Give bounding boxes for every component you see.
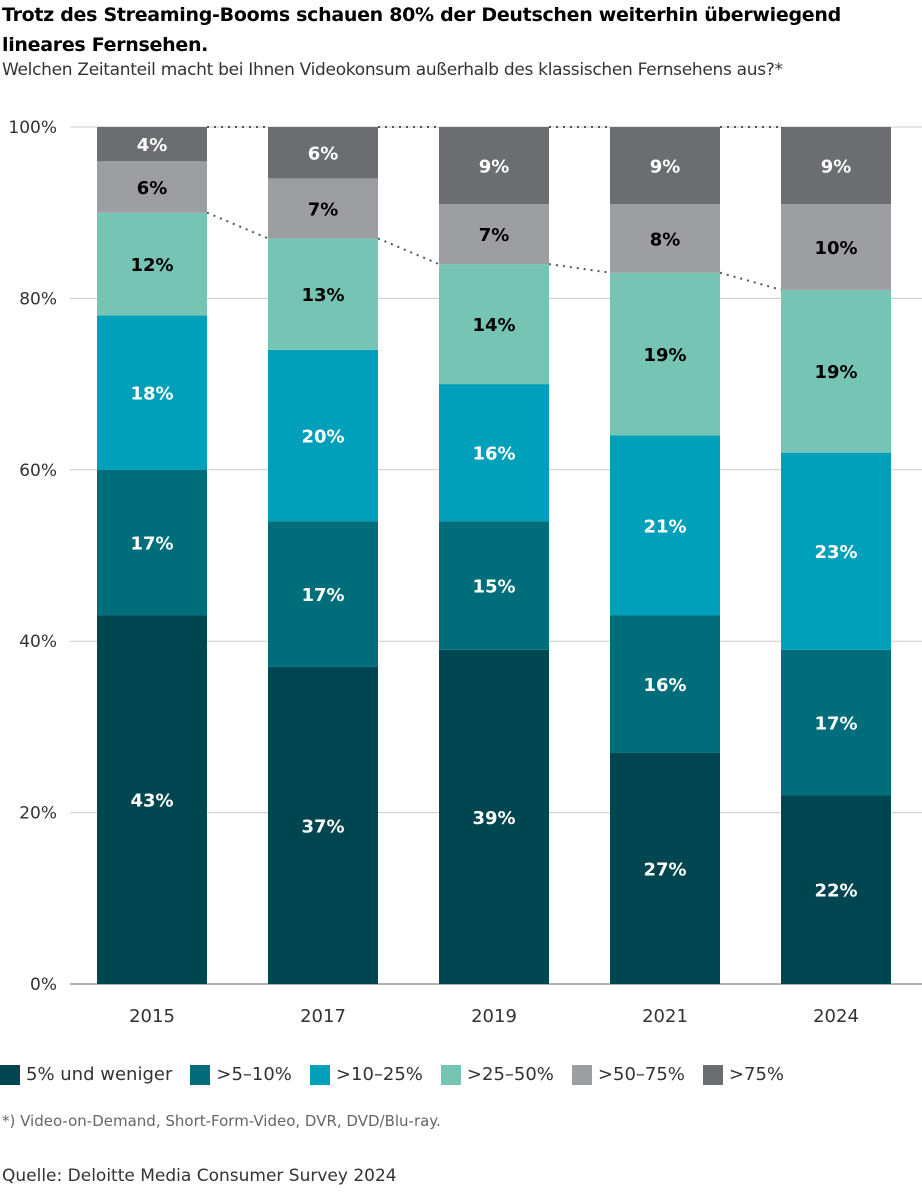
bar-segment (268, 349, 378, 522)
stacked-bar-chart: 0% 20% 40% 60% 80% 100% 43% 17% 18% 12% 6% 4% 2015 37… (8, 118, 922, 1027)
bar-segment (610, 204, 720, 273)
x-tick-label: 2017 (300, 1006, 346, 1027)
legend: 5% und weniger >5–10% >10–25% >25–50% >50–75… (0, 1064, 784, 1085)
data-label: 37% (301, 816, 344, 837)
bar-segment (781, 452, 891, 650)
data-label: 13% (301, 285, 344, 306)
bar-segment (97, 615, 207, 984)
legend-swatch (702, 1064, 723, 1085)
bar-segment (610, 127, 720, 205)
legend-swatch (440, 1064, 461, 1085)
legend-item: >75% (702, 1064, 784, 1085)
bar-segment (97, 315, 207, 470)
data-label: 9% (821, 157, 852, 178)
bar-segment (610, 272, 720, 436)
legend-label: >10–25% (335, 1064, 423, 1085)
y-tick-label: 40% (19, 632, 57, 652)
data-label: 15% (472, 576, 515, 597)
data-label: 16% (643, 675, 686, 696)
data-label: 9% (479, 157, 510, 178)
bar-segment (781, 649, 891, 796)
bar-segment (439, 384, 549, 522)
y-tick-label: 20% (19, 804, 57, 824)
data-label: 22% (814, 881, 857, 902)
x-tick-label: 2024 (813, 1006, 859, 1027)
legend-label: >50–75% (597, 1064, 685, 1085)
bar-segment (268, 238, 378, 350)
data-label: 6% (137, 178, 168, 199)
data-label: 6% (308, 144, 339, 165)
data-label: 7% (479, 225, 510, 246)
legend-item: >10–25% (309, 1064, 423, 1085)
data-label: 19% (643, 345, 686, 366)
bar-segment (439, 204, 549, 265)
legend-swatch (571, 1064, 592, 1085)
legend-item: >5–10% (190, 1064, 292, 1085)
data-label: 4% (137, 135, 168, 156)
bar-segment (781, 289, 891, 453)
chart-subtitle: Welchen Zeitanteil macht bei Ihnen Video… (2, 60, 783, 80)
data-label: 16% (472, 444, 515, 465)
legend-label: 5% und weniger (26, 1064, 173, 1085)
footnote: *) Video-on-Demand, Short-Form-Video, DV… (2, 1112, 441, 1130)
bar-segment (97, 212, 207, 316)
data-label: 39% (472, 808, 515, 829)
legend-label: >5–10% (216, 1064, 292, 1085)
bar-segment (268, 178, 378, 239)
data-label: 17% (301, 585, 344, 606)
data-label: 19% (814, 362, 857, 383)
bar-segment (781, 795, 891, 984)
data-label: 20% (301, 427, 344, 448)
bar-segment (439, 649, 549, 984)
y-tick-label: 100% (8, 118, 57, 138)
data-label: 17% (814, 714, 857, 735)
data-label: 10% (814, 238, 857, 259)
legend-item: 5% und weniger (0, 1064, 172, 1085)
data-label: 14% (472, 315, 515, 336)
bar-segment (610, 615, 720, 753)
legend-swatch (309, 1064, 330, 1085)
bar-segment (439, 264, 549, 385)
bar-segment (268, 127, 378, 179)
bar-segment (97, 161, 207, 213)
data-label: 9% (650, 157, 681, 178)
bar-segment (610, 752, 720, 984)
data-label: 17% (130, 534, 173, 555)
bar-segment (439, 521, 549, 650)
bar-segment (268, 521, 378, 667)
data-label: 43% (130, 791, 173, 812)
data-label: 7% (308, 199, 339, 220)
bar-segment (781, 204, 891, 290)
data-label: 8% (650, 229, 681, 250)
y-tick-label: 80% (19, 289, 57, 309)
data-label: 23% (814, 542, 857, 563)
connector-line (377, 237, 440, 266)
data-label: 21% (643, 517, 686, 538)
legend-item: >50–75% (571, 1064, 685, 1085)
legend-item: >25–50% (440, 1064, 554, 1085)
legend-swatch (0, 1064, 20, 1085)
connector-line (719, 271, 782, 291)
bar-segment (97, 469, 207, 616)
chart-title: Trotz des Streaming-Booms schauen 80% de… (2, 4, 841, 56)
x-tick-label: 2021 (642, 1006, 688, 1027)
data-label: 18% (130, 384, 173, 405)
y-tick-label: 60% (19, 461, 57, 481)
bar-segment (781, 127, 891, 205)
legend-label: >25–50% (466, 1064, 554, 1085)
data-label: 12% (130, 255, 173, 276)
y-tick-label: 0% (30, 975, 57, 995)
bar-segment (268, 666, 378, 984)
bar-segment (610, 435, 720, 616)
bar-segment (97, 127, 207, 162)
bar-segment (439, 127, 549, 205)
x-tick-label: 2015 (129, 1006, 175, 1027)
legend-label: >75% (728, 1064, 784, 1085)
source: Quelle: Deloitte Media Consumer Survey 2… (2, 1166, 397, 1186)
data-label: 27% (643, 859, 686, 880)
legend-swatch (190, 1064, 211, 1085)
connector-line (548, 263, 611, 274)
connector-line (206, 211, 269, 240)
x-tick-label: 2019 (471, 1006, 517, 1027)
